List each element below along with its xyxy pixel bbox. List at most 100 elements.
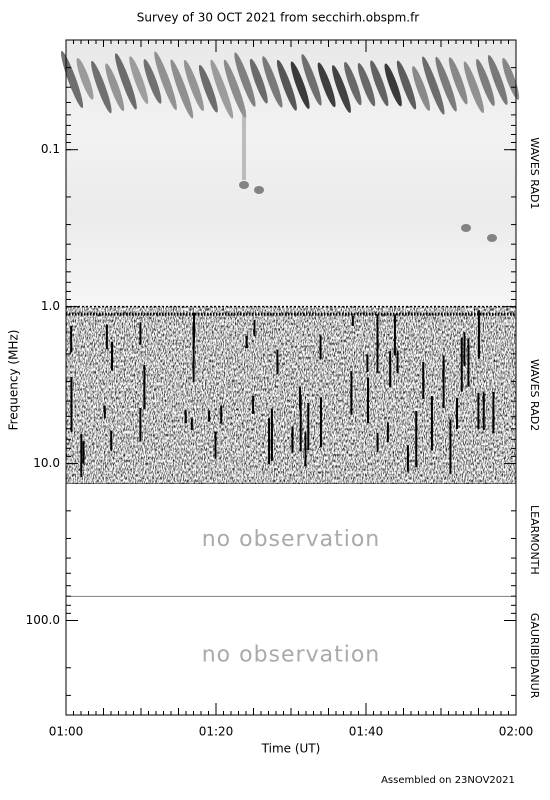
texture bbox=[422, 56, 445, 115]
texture bbox=[318, 312, 320, 316]
texture bbox=[444, 312, 446, 316]
panel-background bbox=[66, 40, 516, 307]
panel: WAVES RAD1 bbox=[60, 40, 541, 307]
texture bbox=[483, 312, 485, 316]
texture bbox=[264, 312, 266, 316]
texture bbox=[321, 312, 323, 316]
texture bbox=[438, 312, 440, 316]
texture bbox=[126, 312, 128, 316]
texture bbox=[132, 312, 134, 316]
texture bbox=[276, 312, 278, 316]
texture bbox=[72, 312, 74, 316]
texture bbox=[225, 312, 227, 316]
texture bbox=[105, 312, 107, 316]
texture bbox=[93, 312, 95, 316]
texture bbox=[198, 312, 200, 316]
texture bbox=[487, 55, 508, 105]
texture bbox=[99, 312, 101, 316]
texture bbox=[123, 312, 125, 316]
texture bbox=[354, 312, 356, 316]
texture bbox=[261, 312, 263, 316]
texture bbox=[513, 312, 515, 316]
y-tick-label: 1.0 bbox=[41, 299, 60, 313]
texture bbox=[288, 312, 290, 316]
x-axis-label: Time (UT) bbox=[261, 742, 321, 756]
texture bbox=[486, 312, 488, 316]
texture bbox=[84, 312, 86, 316]
texture bbox=[291, 312, 293, 316]
texture bbox=[282, 312, 284, 316]
texture bbox=[186, 312, 188, 316]
texture bbox=[453, 312, 455, 316]
texture bbox=[156, 312, 158, 316]
texture bbox=[312, 312, 314, 316]
texture bbox=[141, 312, 143, 316]
texture bbox=[459, 312, 461, 316]
texture bbox=[183, 312, 185, 316]
texture bbox=[468, 312, 470, 316]
texture bbox=[144, 312, 146, 316]
texture bbox=[138, 312, 140, 316]
texture bbox=[384, 312, 386, 316]
texture bbox=[495, 312, 497, 316]
texture bbox=[303, 312, 305, 316]
texture bbox=[290, 61, 310, 109]
panel-label: GAURIBIDANUR bbox=[528, 613, 541, 699]
texture bbox=[120, 312, 122, 316]
texture bbox=[87, 312, 89, 316]
texture bbox=[162, 312, 164, 316]
texture bbox=[210, 59, 234, 119]
texture bbox=[234, 312, 236, 316]
texture bbox=[114, 53, 137, 110]
texture bbox=[317, 62, 336, 108]
texture bbox=[492, 312, 494, 316]
texture bbox=[249, 312, 251, 316]
texture bbox=[324, 312, 326, 316]
texture bbox=[297, 312, 299, 316]
panel-label: WAVES RAD2 bbox=[528, 359, 541, 431]
texture bbox=[108, 312, 110, 316]
texture bbox=[273, 312, 275, 316]
texture bbox=[417, 312, 419, 316]
texture bbox=[252, 312, 254, 316]
texture bbox=[177, 312, 179, 316]
no-observation-label: no observation bbox=[202, 643, 381, 668]
texture bbox=[201, 312, 203, 316]
texture bbox=[66, 312, 68, 316]
texture bbox=[309, 312, 311, 316]
panel: no observation GAURIBIDANUR bbox=[66, 595, 541, 699]
texture bbox=[405, 312, 407, 316]
texture bbox=[154, 51, 177, 111]
texture bbox=[498, 312, 500, 316]
texture bbox=[387, 312, 389, 316]
texture bbox=[471, 312, 473, 316]
texture bbox=[332, 65, 351, 113]
texture bbox=[370, 60, 389, 107]
texture bbox=[81, 312, 83, 316]
texture bbox=[372, 312, 374, 316]
panel: no observation LEARMONTH bbox=[66, 483, 541, 575]
texture bbox=[231, 312, 233, 316]
texture bbox=[393, 312, 395, 316]
panel: WAVES RAD2 bbox=[66, 305, 541, 484]
texture bbox=[91, 60, 112, 114]
texture bbox=[129, 312, 131, 316]
y-tick-label: 0.1 bbox=[41, 142, 60, 156]
texture bbox=[378, 312, 380, 316]
panel-label: WAVES RAD1 bbox=[528, 137, 541, 209]
texture bbox=[223, 59, 247, 118]
texture bbox=[129, 56, 149, 105]
texture bbox=[243, 312, 245, 316]
texture bbox=[96, 312, 98, 316]
texture bbox=[487, 234, 497, 242]
texture bbox=[344, 62, 362, 106]
texture bbox=[222, 312, 224, 316]
texture bbox=[435, 56, 457, 112]
texture bbox=[402, 312, 404, 316]
texture bbox=[504, 312, 506, 316]
texture bbox=[435, 312, 437, 316]
texture bbox=[461, 224, 471, 232]
texture bbox=[366, 312, 368, 316]
texture bbox=[381, 312, 383, 316]
texture bbox=[420, 312, 422, 316]
